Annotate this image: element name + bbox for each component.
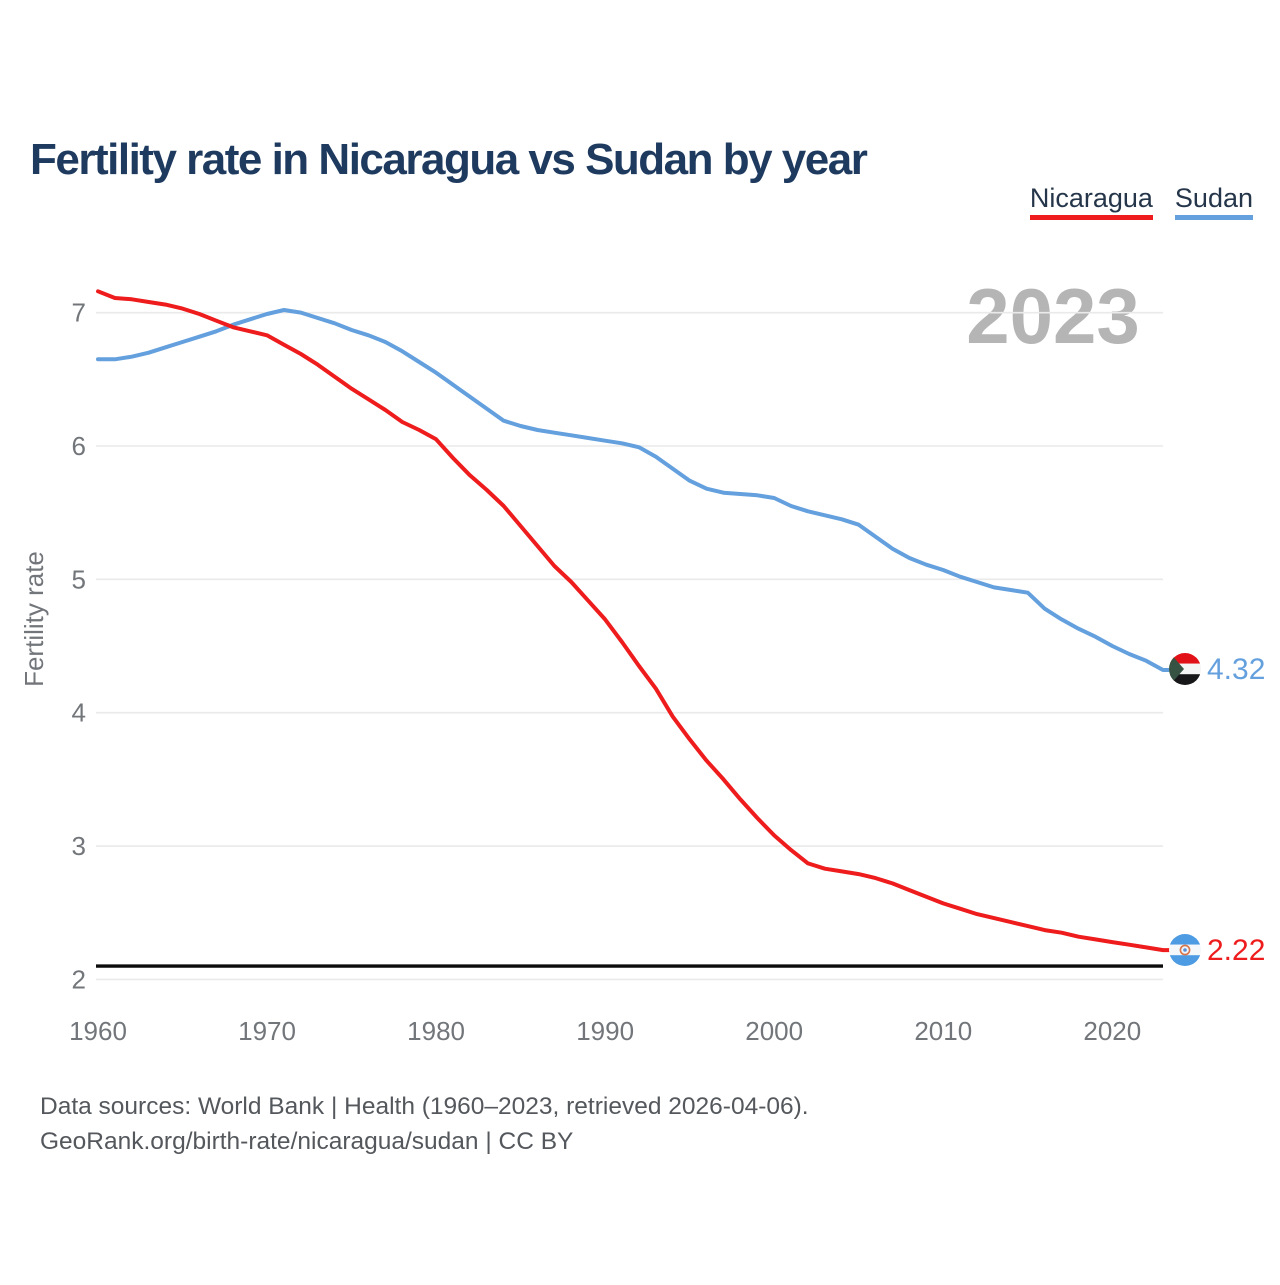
legend-item-sudan[interactable]: Sudan bbox=[1174, 183, 1253, 220]
y-tick-label: 2 bbox=[72, 964, 86, 994]
y-tick-label: 6 bbox=[72, 431, 86, 461]
nicaragua-end-value: 2.22 bbox=[1207, 934, 1265, 967]
year-watermark: 2023 bbox=[966, 272, 1140, 360]
page-title: Fertility rate in Nicaragua vs Sudan by … bbox=[30, 135, 868, 185]
footer-sources-line: Data sources: World Bank | Health (1960–… bbox=[40, 1093, 809, 1120]
x-tick-label: 1980 bbox=[407, 1016, 465, 1046]
legend: Nicaragua Sudan bbox=[1029, 183, 1253, 220]
nicaragua-flag-icon bbox=[1169, 934, 1201, 966]
x-tick-label: 1960 bbox=[69, 1016, 127, 1046]
legend-label-nicaragua: Nicaragua bbox=[1029, 183, 1153, 213]
y-axis-title: Fertility rate bbox=[19, 551, 49, 687]
footer-attribution-line: GeoRank.org/birth-rate/nicaragua/sudan |… bbox=[40, 1128, 574, 1155]
y-tick-label: 4 bbox=[72, 698, 86, 728]
legend-underline-nicaragua bbox=[1029, 215, 1153, 220]
y-tick-label: 5 bbox=[72, 564, 86, 594]
series-line-nicaragua bbox=[96, 289, 1171, 953]
x-tick-label: 2020 bbox=[1083, 1016, 1141, 1046]
x-tick-label: 2000 bbox=[745, 1016, 803, 1046]
x-tick-label: 1990 bbox=[576, 1016, 634, 1046]
series-line-sudan bbox=[96, 308, 1171, 672]
legend-label-sudan: Sudan bbox=[1174, 183, 1253, 213]
footer: Data sources: World Bank | Health (1960–… bbox=[40, 1089, 809, 1159]
x-tick-label: 1970 bbox=[238, 1016, 296, 1046]
legend-underline-sudan bbox=[1174, 215, 1253, 220]
x-tick-label: 2010 bbox=[914, 1016, 972, 1046]
sudan-end-value: 4.32 bbox=[1207, 653, 1265, 686]
y-tick-label: 7 bbox=[72, 298, 86, 328]
y-tick-label: 3 bbox=[72, 831, 86, 861]
legend-item-nicaragua[interactable]: Nicaragua bbox=[1029, 183, 1153, 220]
sudan-flag-icon bbox=[1169, 653, 1201, 685]
